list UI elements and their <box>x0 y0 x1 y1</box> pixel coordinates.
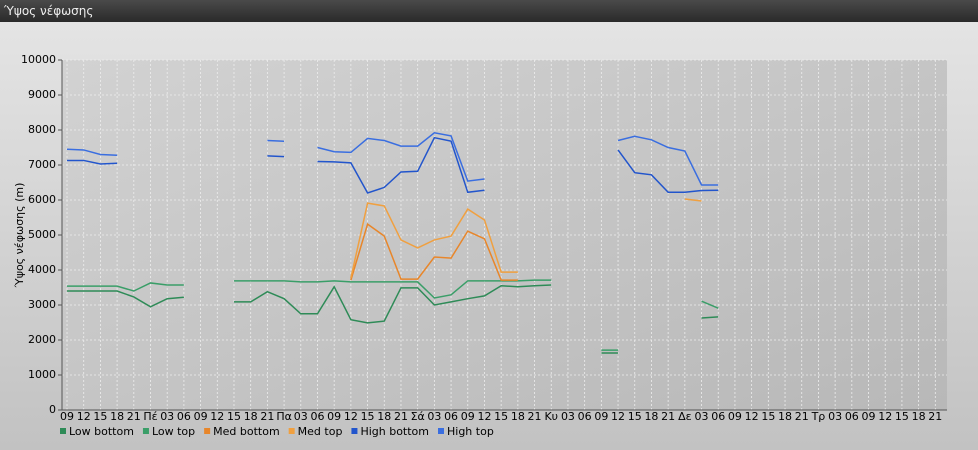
legend-label: High bottom <box>360 425 429 438</box>
series-line <box>67 282 184 292</box>
chart: Ύψος νέφωσης (m) 09 12 15 18 21 Πέ 03 06 09 12 15 1… <box>0 22 978 450</box>
y-tick-label: 4000 <box>28 263 56 276</box>
y-tick-label: 3000 <box>28 298 56 311</box>
series-line <box>350 202 518 279</box>
legend-label: Low bottom <box>69 425 134 438</box>
legend-label: High top <box>447 425 494 438</box>
y-tick-label: 0 <box>49 403 56 416</box>
x-tick-label: 12 <box>611 410 625 423</box>
x-tick-label: 15 <box>761 410 775 423</box>
x-tick-label: 12 <box>477 410 491 423</box>
x-tick-label: Τρ <box>811 410 826 423</box>
x-tick-label: 03 <box>427 410 441 423</box>
series-line <box>350 222 518 281</box>
legend-swatch <box>142 428 149 434</box>
x-tick-label: 15 <box>895 410 909 423</box>
x-tick-label: 15 <box>93 410 107 423</box>
series-line <box>233 279 552 299</box>
series-line <box>267 155 285 158</box>
x-tick-label: 09 <box>862 410 876 423</box>
y-tick-label: 1000 <box>28 368 56 381</box>
x-tick-label: 12 <box>210 410 224 423</box>
series-line <box>617 135 719 186</box>
x-tick-label: 06 <box>578 410 592 423</box>
x-tick-label: 18 <box>778 410 792 423</box>
x-tick-label: 18 <box>110 410 124 423</box>
x-tick-label: 06 <box>310 410 324 423</box>
y-tick-label: 2000 <box>28 333 56 346</box>
x-tick-label: 12 <box>745 410 759 423</box>
x-tick-label: 18 <box>511 410 525 423</box>
y-tick-label: 7000 <box>28 158 56 171</box>
x-tick-label: 09 <box>60 410 74 423</box>
x-tick-label: 03 <box>695 410 709 423</box>
x-tick-label: Πα <box>276 410 292 423</box>
x-tick-label: Δε <box>678 410 692 423</box>
legend-swatch <box>204 428 211 434</box>
series-line <box>67 290 184 308</box>
x-tick-label: 18 <box>912 410 926 423</box>
x-tick-label: 21 <box>928 410 942 423</box>
x-tick-label: 12 <box>878 410 892 423</box>
x-tick-label: Κυ <box>544 410 558 423</box>
series-line <box>684 198 702 202</box>
series-line <box>701 316 719 319</box>
x-tick-label: 15 <box>361 410 375 423</box>
x-tick-label: 06 <box>845 410 859 423</box>
x-tick-label: 21 <box>127 410 141 423</box>
legend-swatch <box>438 428 444 434</box>
panel-title: Ύψος νέφωσης <box>0 0 978 22</box>
series-line <box>317 136 485 194</box>
y-tick-label: 9000 <box>28 88 56 101</box>
x-tick-label: 12 <box>344 410 358 423</box>
x-tick-label: 21 <box>260 410 274 423</box>
legend-swatch <box>60 428 66 434</box>
series-line <box>701 300 719 309</box>
x-tick-label: 18 <box>644 410 658 423</box>
x-tick-label: Πέ <box>143 410 157 423</box>
x-tick-label: 03 <box>828 410 842 423</box>
y-axis-label: Ύψος νέφωσης (m) <box>13 183 26 289</box>
legend-label: Med bottom <box>213 425 280 438</box>
y-tick-label: 5000 <box>28 228 56 241</box>
x-tick-label: 18 <box>244 410 258 423</box>
x-tick-label: 09 <box>594 410 608 423</box>
x-tick-label: 21 <box>394 410 408 423</box>
x-tick-label: 09 <box>194 410 208 423</box>
legend-swatch <box>351 428 358 434</box>
x-tick-label: 21 <box>528 410 542 423</box>
x-tick-label: 12 <box>77 410 91 423</box>
series-line <box>66 148 118 156</box>
legend-swatch <box>288 428 295 434</box>
legend-label: Med top <box>298 425 343 438</box>
x-tick-label: 03 <box>294 410 308 423</box>
x-tick-label: 09 <box>327 410 341 423</box>
x-tick-label: Σά <box>411 410 425 423</box>
x-tick-label: 15 <box>494 410 508 423</box>
x-tick-label: 06 <box>711 410 725 423</box>
x-tick-label: 21 <box>795 410 809 423</box>
y-tick-label: 10000 <box>21 53 56 66</box>
x-tick-label: 06 <box>177 410 191 423</box>
x-tick-label: 09 <box>728 410 742 423</box>
series-line <box>233 284 552 324</box>
series-line <box>617 149 719 194</box>
x-tick-label: 18 <box>377 410 391 423</box>
x-tick-label: 03 <box>561 410 575 423</box>
series-line <box>317 131 485 182</box>
x-tick-label: 15 <box>227 410 241 423</box>
legend-label: Low top <box>152 425 195 438</box>
x-tick-label: 09 <box>461 410 475 423</box>
y-tick-label: 8000 <box>28 123 56 136</box>
x-tick-label: 06 <box>444 410 458 423</box>
y-tick-label: 6000 <box>28 193 56 206</box>
x-tick-label: 21 <box>661 410 675 423</box>
x-tick-label: 15 <box>628 410 642 423</box>
series-line <box>67 159 118 165</box>
x-tick-label: 03 <box>160 410 174 423</box>
series-line <box>267 139 285 142</box>
